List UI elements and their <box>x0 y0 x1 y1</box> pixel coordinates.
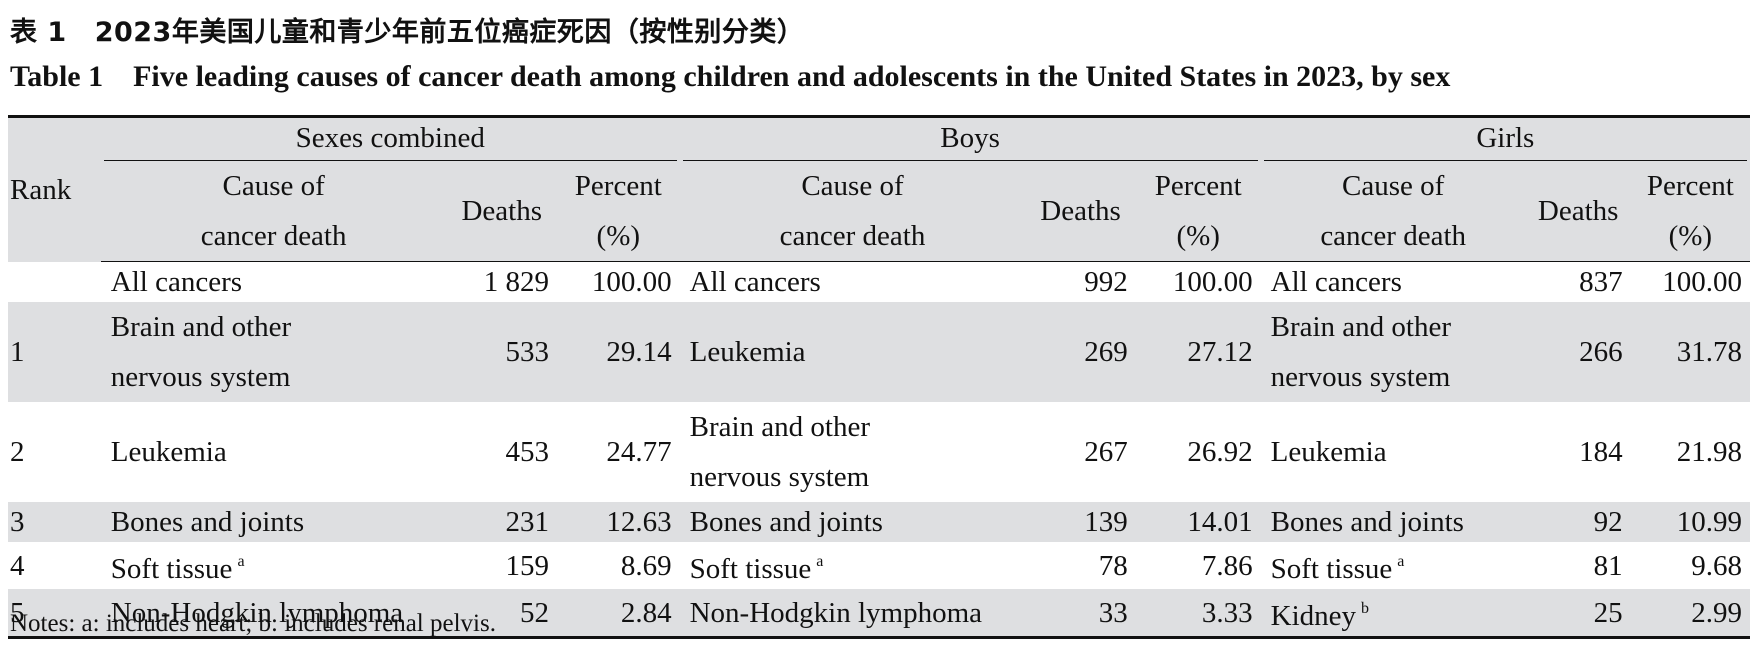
percent-cell: 27.12 <box>1135 302 1261 402</box>
deaths-cell: 533 <box>446 302 557 402</box>
deaths-cell: 33 <box>1025 589 1136 638</box>
rank-cell <box>8 262 101 303</box>
deaths-cell: 837 <box>1579 266 1623 298</box>
cause-cell: Soft tissue a <box>689 553 824 585</box>
cause-cell: Non-Hodgkin lymphoma <box>100 589 447 638</box>
percent-cell: 100.00 <box>591 266 672 298</box>
header-deaths: Deaths <box>1025 161 1136 262</box>
percent-cell: 29.14 <box>556 302 680 402</box>
table-row: 2 Leukemia 453 24.77 Brain and other nervous … <box>8 402 1750 502</box>
percent-cell: 14.01 <box>1135 502 1261 542</box>
table-caption-chinese: 2023年美国儿童和青少年前五位癌症死因（按性别分类） <box>94 17 805 48</box>
header-percent: Percent (%) <box>1630 161 1750 262</box>
table-row: 1 Brain and other nervous system 533 29.14 Le… <box>8 302 1750 402</box>
cause-cell: Kidney b <box>1260 589 1526 638</box>
rank-cell: 3 <box>8 502 101 542</box>
header-rank: Rank <box>8 116 101 262</box>
table-title-english: Table 1 Five leading causes of cancer dea… <box>10 60 1450 94</box>
rank-cell: 4 <box>10 549 25 582</box>
cause-cell: Bones and joints <box>679 502 1026 542</box>
deaths-cell: 78 <box>1098 549 1128 582</box>
percent-cell: 2.84 <box>556 589 680 638</box>
deaths-cell: 453 <box>505 436 549 468</box>
percent-cell: 3.33 <box>1135 589 1261 638</box>
percent-cell: 100.00 <box>1172 266 1253 298</box>
deaths-cell: 92 <box>1525 502 1631 542</box>
percent-cell: 31.78 <box>1630 302 1750 402</box>
rank-cell: 5 <box>8 589 101 638</box>
deaths-cell: 184 <box>1579 436 1623 468</box>
footnote-marker: b <box>1361 600 1369 617</box>
percent-cell: 12.63 <box>556 502 680 542</box>
percent-cell: 26.92 <box>1187 436 1253 468</box>
deaths-cell: 159 <box>505 549 549 582</box>
header-cause: Cause of cancer death <box>100 161 447 262</box>
cause-cell: All cancers <box>689 266 821 298</box>
rank-cell: 2 <box>10 436 25 468</box>
deaths-cell: 269 <box>1025 302 1136 402</box>
group-header-girls: Girls <box>1260 116 1750 161</box>
table-number-chinese: 表 1 <box>10 17 67 48</box>
deaths-cell: 231 <box>446 502 557 542</box>
percent-cell: 9.68 <box>1691 549 1742 582</box>
cause-cell: Non-Hodgkin lymphoma <box>679 589 1026 638</box>
cause-cell: Bones and joints <box>100 502 447 542</box>
header-cause: Cause of cancer death <box>1260 161 1526 262</box>
deaths-cell: 81 <box>1593 549 1623 582</box>
cause-cell: All cancers <box>110 266 243 298</box>
table-row: 4 Soft tissue a 159 8.69 Soft tissue a 78 7.86 So… <box>8 542 1750 589</box>
deaths-cell: 139 <box>1025 502 1136 542</box>
percent-cell: 100.00 <box>1662 266 1742 298</box>
header-deaths: Deaths <box>446 161 557 262</box>
deaths-cell: 266 <box>1525 302 1631 402</box>
footnote-marker: a <box>1397 553 1405 570</box>
table-title-chinese: 表 1 2023年美国儿童和青少年前五位癌症死因（按性别分类） <box>10 10 804 49</box>
group-header-boys: Boys <box>679 116 1261 161</box>
rank-cell: 1 <box>8 302 101 402</box>
cause-cell: Bones and joints <box>1260 502 1526 542</box>
cause-cell: Brain and other nervous system <box>1260 302 1526 402</box>
header-percent: Percent (%) <box>1135 161 1261 262</box>
footnote-marker: a <box>237 553 245 570</box>
deaths-cell: 267 <box>1084 436 1128 468</box>
cause-cell: All cancers <box>1270 266 1402 298</box>
header-cause: Cause of cancer death <box>679 161 1026 262</box>
percent-cell: 21.98 <box>1676 436 1742 468</box>
cause-cell: Leukemia <box>110 436 227 468</box>
table-row: 5 Non-Hodgkin lymphoma 52 2.84 Non-Hodgkin l… <box>8 589 1750 638</box>
deaths-cell: 992 <box>1084 266 1128 298</box>
deaths-cell: 52 <box>446 589 557 638</box>
percent-cell: 8.69 <box>620 549 672 582</box>
cause-cell: Leukemia <box>679 302 1026 402</box>
cancer-death-table: Rank Sexes combined Boys Girls Cause of c… <box>8 115 1750 639</box>
deaths-cell: 25 <box>1525 589 1631 638</box>
deaths-cell: 1 829 <box>483 266 549 298</box>
footnote-marker: a <box>816 553 824 570</box>
table-row: 3 Bones and joints 231 12.63 Bones and joint… <box>8 502 1750 542</box>
percent-cell: 7.86 <box>1201 549 1253 582</box>
percent-cell: 2.99 <box>1630 589 1750 638</box>
table-caption-english: Five leading causes of cancer death amon… <box>133 60 1451 93</box>
cause-cell: Leukemia <box>1270 436 1387 468</box>
header-deaths: Deaths <box>1525 161 1631 262</box>
table-body: All cancers 1 829 100.00 All cancers 992 100.… <box>8 262 1750 638</box>
cause-cell: Soft tissue a <box>1270 553 1405 585</box>
cause-cell: Soft tissue a <box>110 553 245 585</box>
group-header-sexes-combined: Sexes combined <box>100 116 680 161</box>
header-percent: Percent (%) <box>556 161 680 262</box>
cause-cell: Brain and other nervous system <box>100 302 447 402</box>
table-row: All cancers 1 829 100.00 All cancers 992 100.… <box>8 262 1750 303</box>
cause-cell: Brain and other nervous system <box>689 411 870 493</box>
table-notes: Notes: a: includes heart; b: includes re… <box>10 610 496 637</box>
percent-cell: 10.99 <box>1630 502 1750 542</box>
percent-cell: 24.77 <box>606 436 672 468</box>
table-number-english: Table 1 <box>10 60 104 93</box>
